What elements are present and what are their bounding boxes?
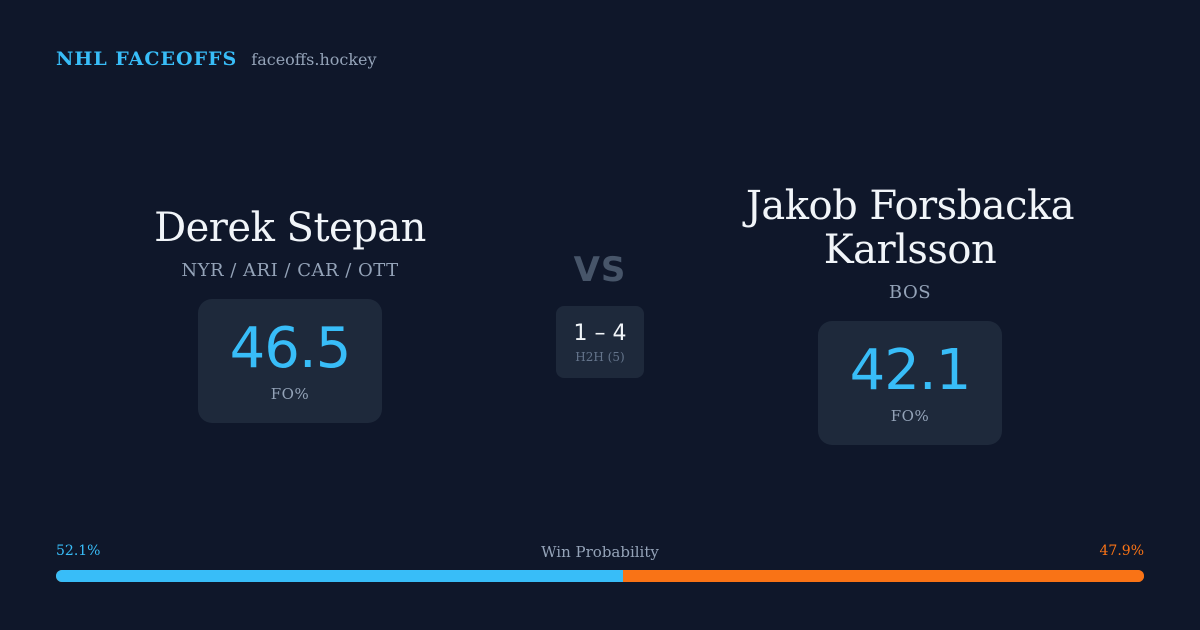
player-right: Jakob Forsbacka Karlsson BOS 42.1 FO% xyxy=(690,184,1130,445)
win-probability-left: 52.1% xyxy=(56,543,101,559)
brand-title: NHL FACEOFFS xyxy=(56,48,238,70)
win-probability-bar-left xyxy=(56,570,623,582)
player-right-stat-card: 42.1 FO% xyxy=(817,321,1003,445)
win-probability-right: 47.9% xyxy=(1099,543,1144,559)
player-right-fo-value: 42.1 xyxy=(849,338,972,403)
player-right-name: Jakob Forsbacka Karlsson xyxy=(745,183,1075,273)
h2h-card: 1 – 4 H2H (5) xyxy=(556,306,644,378)
player-left-fo-value: 46.5 xyxy=(229,316,352,381)
player-left-teams: NYR / ARI / CAR / OTT xyxy=(181,260,399,281)
player-left-stat-card: 46.5 FO% xyxy=(197,299,383,423)
player-left-name: Derek Stepan xyxy=(154,205,426,251)
win-probability-title: Win Probability xyxy=(541,543,659,561)
vs-label: VS xyxy=(573,250,627,290)
brand-url: faceoffs.hockey xyxy=(251,50,377,69)
player-right-fo-label: FO% xyxy=(890,407,930,425)
player-left: Derek Stepan NYR / ARI / CAR / OTT 46.5 … xyxy=(70,206,510,423)
matchup: VS 1 – 4 H2H (5) xyxy=(540,250,660,378)
win-probability-labels: 52.1% Win Probability 47.9% xyxy=(56,543,1144,563)
player-right-teams: BOS xyxy=(888,282,932,303)
h2h-score: 1 – 4 xyxy=(573,320,627,346)
player-left-fo-label: FO% xyxy=(270,385,310,403)
win-probability-bar-right xyxy=(622,570,1144,582)
h2h-label: H2H (5) xyxy=(575,349,625,364)
brand: NHL FACEOFFS faceoffs.hockey xyxy=(56,48,377,70)
win-probability-bar xyxy=(56,570,1144,582)
win-probability: 52.1% Win Probability 47.9% xyxy=(56,543,1144,582)
